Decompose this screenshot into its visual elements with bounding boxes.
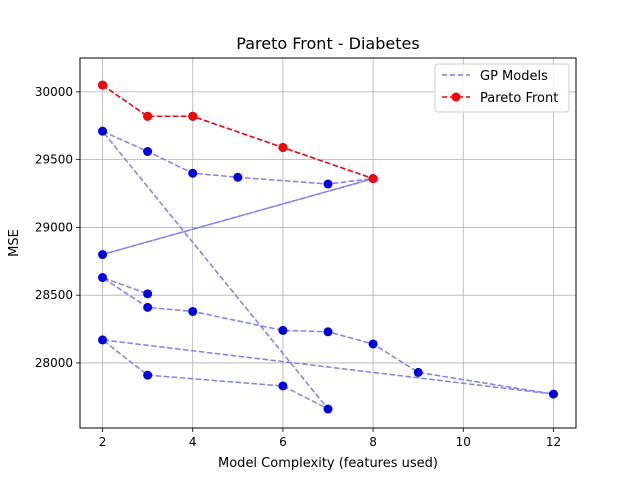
gp-models-point: [143, 289, 153, 299]
y-tick-label: 30000: [35, 85, 73, 99]
gp-models-point: [143, 302, 153, 312]
y-tick-label: 29500: [35, 153, 73, 167]
gp-models-point: [98, 335, 108, 345]
plot-frame: [79, 57, 577, 429]
gp-models-point: [143, 370, 153, 380]
gp-models-point: [323, 404, 333, 414]
y-tick-label: 28500: [35, 288, 73, 302]
gp-models-point: [188, 168, 198, 178]
chart-title: Pareto Front - Diabetes: [236, 34, 419, 53]
x-tick-label: 10: [456, 435, 471, 449]
x-tick-label: 12: [546, 435, 561, 449]
gp-models-point: [278, 325, 288, 335]
legend: GP Models Pareto Front: [434, 63, 570, 113]
legend-gp-models-label: GP Models: [480, 69, 548, 84]
gp-models-point: [98, 273, 108, 283]
pareto-front-point: [368, 174, 378, 184]
pareto-front-point: [188, 111, 198, 121]
y-tick-label: 28000: [35, 356, 73, 370]
y-tick-label: 29000: [35, 220, 73, 234]
gp-models-point: [143, 147, 153, 157]
x-axis-label: Model Complexity (features used): [218, 456, 438, 471]
x-tick-label: 4: [189, 435, 197, 449]
gp-models-point: [98, 250, 108, 260]
pareto-front-point: [278, 142, 288, 152]
gp-models-point: [188, 306, 198, 316]
legend-pareto-front-label: Pareto Front: [480, 91, 558, 106]
gp-models-point: [548, 389, 558, 399]
x-tick-label: 6: [279, 435, 287, 449]
pareto-front-point: [98, 80, 108, 90]
gp-models-point: [278, 381, 288, 391]
series-layer: [98, 80, 558, 414]
axis-ticks: 2 4 6 8 10 12 28000 28500 29000 29500 30000: [35, 85, 561, 449]
gp-models-point: [413, 367, 423, 377]
legend-box: [434, 63, 570, 113]
legend-pareto-front-marker: [451, 92, 461, 102]
pareto-front-point: [143, 111, 153, 121]
gp-models-point: [98, 126, 108, 136]
gp-models-point: [323, 327, 333, 337]
y-axis-label: MSE: [7, 229, 22, 257]
gp-models-point: [233, 172, 243, 182]
x-tick-label: 2: [99, 435, 107, 449]
x-tick-label: 8: [369, 435, 377, 449]
gp-models-point: [323, 179, 333, 189]
gp-models-point: [368, 339, 378, 349]
